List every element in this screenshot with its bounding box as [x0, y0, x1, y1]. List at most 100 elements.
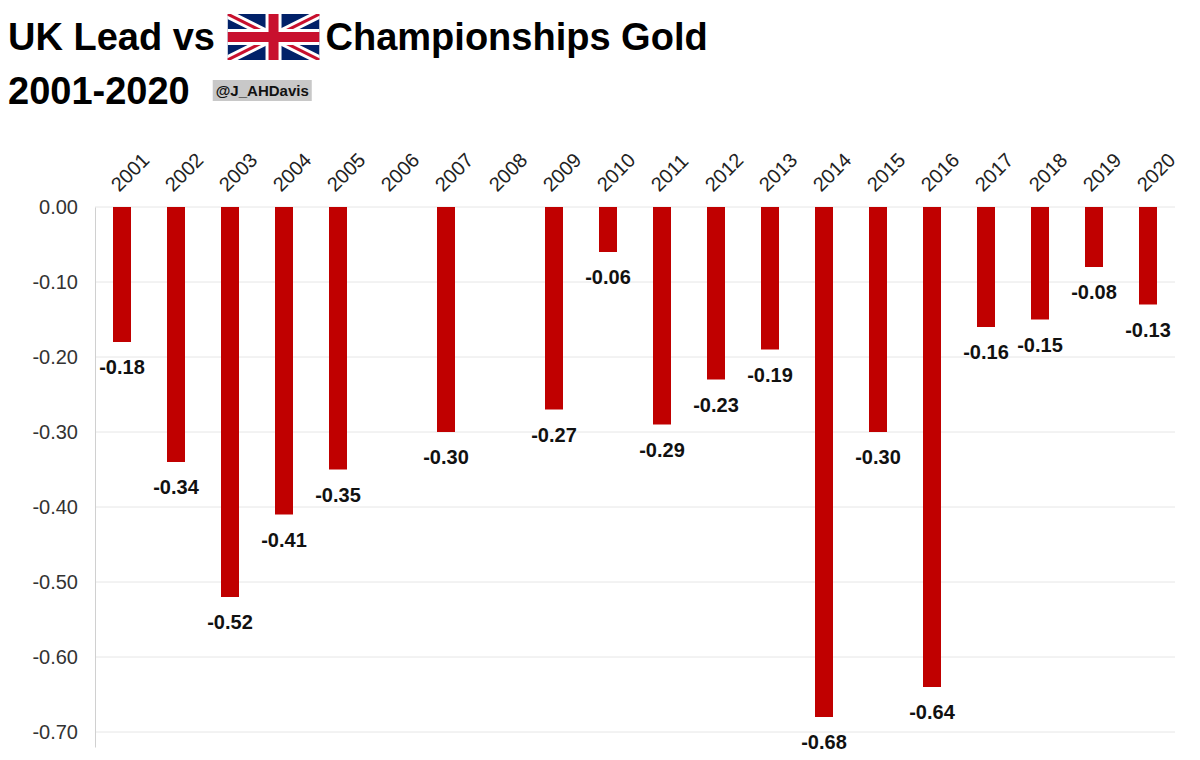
flag-saltire [228, 14, 320, 60]
bar [869, 207, 887, 432]
y-tick: 0.00 [39, 196, 95, 218]
y-axis: 0.00-0.10-0.20-0.30-0.40-0.50-0.60-0.70 [32, 196, 95, 748]
subtitle: 2001-2020 [8, 70, 190, 112]
x-tick: 2012 [700, 149, 747, 196]
grid-line [95, 357, 1175, 358]
data-label: -0.34 [153, 476, 199, 498]
bar [599, 207, 617, 252]
bar [653, 207, 671, 425]
x-tick: 2014 [808, 149, 855, 196]
data-label: -0.08 [1071, 281, 1117, 303]
x-tick-label: 2008 [484, 149, 531, 196]
grid-line [95, 582, 1175, 583]
data-label: -0.30 [855, 446, 901, 468]
x-tick-label: 2020 [1132, 149, 1179, 196]
y-tick: -0.30 [32, 421, 95, 443]
grid-line [95, 507, 1175, 508]
data-label: -0.52 [207, 611, 253, 633]
chart: UK Lead vs Championships Gold 2001-2020 @J… [0, 0, 1200, 760]
y-tick-label: -0.60 [32, 646, 78, 668]
y-tick-label: 0.00 [39, 196, 78, 218]
grid-line [95, 732, 1175, 733]
grid-line [95, 432, 1175, 433]
data-label: -0.06 [585, 266, 631, 288]
x-tick-label: 2011 [646, 150, 692, 196]
title-part: Championships Gold [326, 16, 708, 58]
y-tick: -0.20 [32, 346, 95, 368]
x-tick: 2017 [970, 149, 1017, 196]
grid [95, 207, 1175, 732]
y-tick: -0.60 [32, 646, 95, 668]
data-label: -0.16 [963, 341, 1009, 363]
bar [977, 207, 995, 327]
data-label: -0.35 [315, 484, 361, 506]
bar [1031, 207, 1049, 320]
y-tick-label: -0.50 [32, 571, 78, 593]
x-tick-label: 2003 [214, 149, 261, 196]
x-tick: 2013 [754, 149, 801, 196]
data-label: -0.15 [1017, 334, 1063, 356]
x-tick: 2001 [106, 149, 153, 196]
grid-line [95, 657, 1175, 658]
x-tick: 2015 [862, 149, 909, 196]
x-tick: 2007 [430, 149, 477, 196]
x-tick: 2011 [646, 150, 692, 196]
bar [167, 207, 185, 462]
x-tick-label: 2013 [754, 149, 801, 196]
x-tick-label: 2006 [376, 149, 423, 196]
x-tick-label: 2015 [862, 149, 909, 196]
y-tick: -0.70 [32, 721, 95, 743]
x-tick-label: 2014 [808, 149, 855, 196]
data-label: -0.30 [423, 446, 469, 468]
grid-line [95, 207, 1175, 208]
x-tick: 2004 [268, 149, 315, 196]
badge-background [213, 80, 312, 101]
flag-field [228, 14, 320, 60]
data-label: -0.27 [531, 424, 577, 446]
x-tick-label: 2005 [322, 149, 369, 196]
bar [1139, 207, 1157, 305]
x-tick: 2010 [592, 149, 639, 196]
y-tick-label: -0.20 [32, 346, 78, 368]
data-label: -0.23 [693, 394, 739, 416]
annotation: @J_AHDavis [216, 82, 309, 99]
x-tick-label: 2018 [1024, 149, 1071, 196]
flag [228, 14, 320, 60]
y-tick: -0.50 [32, 571, 95, 593]
x-tick-label: 2004 [268, 149, 315, 196]
x-tick: 2002 [160, 149, 207, 196]
flag-saltire [228, 14, 320, 60]
data-labels: -0.18 -0.34 -0.52 -0.41 -0.35 -0.30 -0.27 -0.06… [99, 266, 1171, 753]
y-tick-label: -0.40 [32, 496, 78, 518]
bar [545, 207, 563, 410]
flag-saltire [228, 14, 320, 60]
bar [815, 207, 833, 717]
bar [221, 207, 239, 597]
data-label: -0.19 [747, 364, 793, 386]
x-tick: 2016 [916, 149, 963, 196]
bar [329, 207, 347, 470]
data-label: -0.18 [99, 356, 145, 378]
bar [437, 207, 455, 432]
title: UK Lead vs Championships Gold [8, 16, 708, 58]
x-tick: 2005 [322, 149, 369, 196]
badge: @J_AHDavis [213, 80, 312, 101]
x-tick-label: 2019 [1078, 149, 1125, 196]
x-tick: 2018 [1024, 149, 1071, 196]
bar [923, 207, 941, 687]
bar [1085, 207, 1103, 267]
grid-line [95, 282, 1175, 283]
y-tick: -0.40 [32, 496, 95, 518]
data-label: -0.68 [801, 731, 847, 753]
bar [113, 207, 131, 342]
data-label: -0.41 [261, 529, 307, 551]
x-tick: 2003 [214, 149, 261, 196]
bar [275, 207, 293, 515]
x-tick-label: 2016 [916, 149, 963, 196]
x-tick-label: 2007 [430, 149, 477, 196]
x-tick: 2008 [484, 149, 531, 196]
data-label: -0.29 [639, 439, 685, 461]
y-tick-label: -0.30 [32, 421, 78, 443]
data-label: -0.64 [909, 701, 955, 723]
x-tick: 2019 [1078, 149, 1125, 196]
